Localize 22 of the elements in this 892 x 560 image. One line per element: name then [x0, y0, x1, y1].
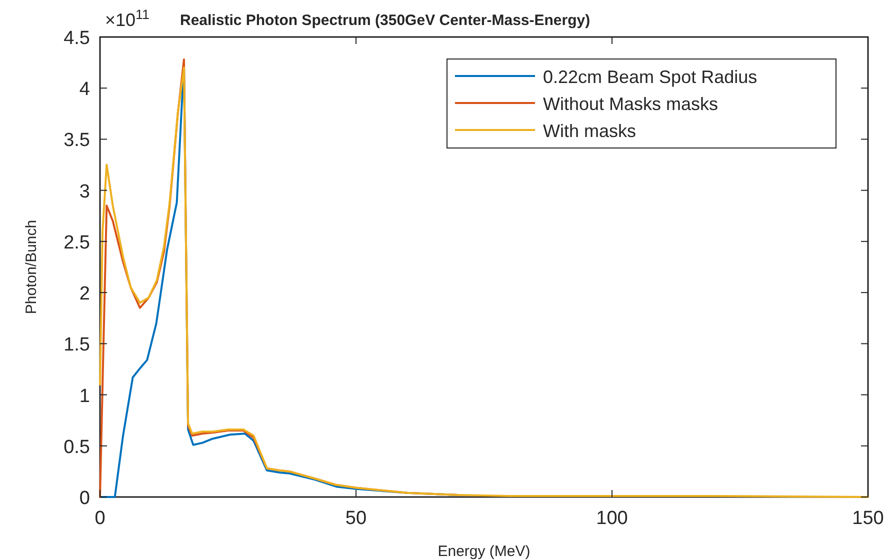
- y-tick-label: 4: [79, 79, 90, 100]
- y-tick-label: 0: [79, 488, 90, 509]
- legend-label: With masks: [543, 121, 636, 141]
- chart-title: Realistic Photon Spectrum (350GeV Center-Mass-Energy): [180, 12, 590, 29]
- y-tick-label: 2: [79, 284, 90, 305]
- y-tick-label: 0.5: [64, 436, 90, 458]
- line-series: [99, 66, 869, 498]
- y-tick-label: 1.5: [64, 334, 90, 356]
- y-axis-title: Photon/Bunch: [23, 220, 40, 314]
- x-tick-label: 0: [94, 508, 106, 529]
- x-tick-label: 100: [596, 508, 628, 529]
- y-tick-label: 3: [79, 181, 90, 202]
- legend-label: 0.22cm Beam Spot Radius: [543, 67, 758, 87]
- y-tick-label: 1: [79, 386, 90, 407]
- x-tick-label: 50: [345, 508, 367, 529]
- x-axis-title: Energy (MeV): [438, 543, 530, 560]
- y-tick-label: 2.5: [64, 232, 90, 254]
- y-tick-label: 3.5: [64, 130, 90, 152]
- y-tick-label: 4.5: [64, 28, 90, 49]
- text: ×10$^{11}$: [105, 6, 150, 30]
- x-tick-label: 150: [852, 508, 884, 529]
- legend-label: Without Masks masks: [543, 94, 718, 114]
